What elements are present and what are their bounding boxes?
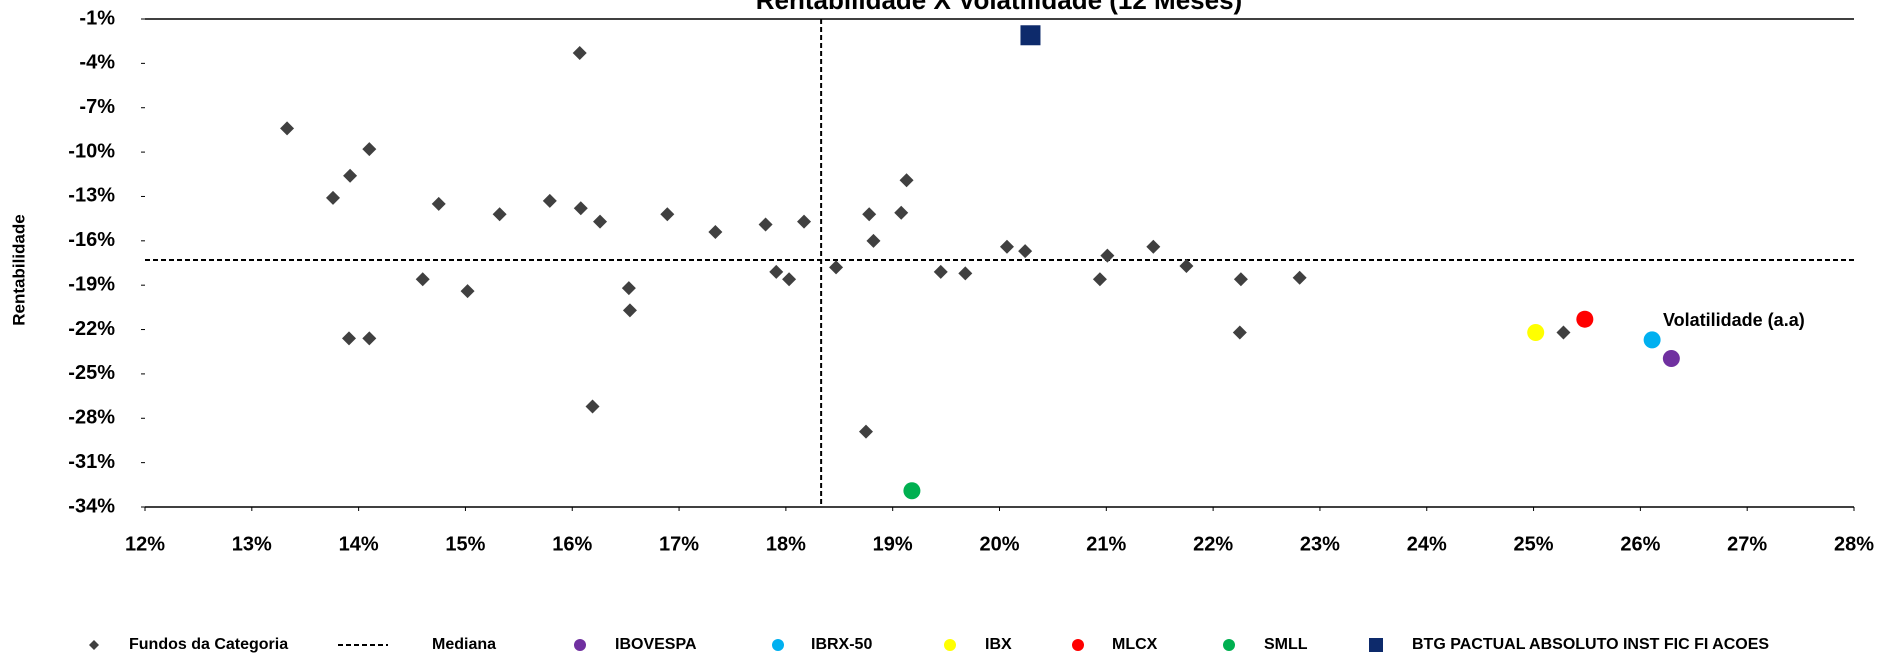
- point: [542, 193, 557, 208]
- legend-label: IBOVESPA: [615, 636, 697, 653]
- y-tick-label: -13%: [68, 185, 115, 207]
- point: [280, 121, 295, 136]
- x-tick-label: 24%: [1407, 533, 1447, 555]
- annotation: Volatilidade (a.a): [1663, 310, 1805, 330]
- x-tick-label: 22%: [1193, 533, 1233, 555]
- legend-label: MLCX: [1112, 636, 1158, 653]
- x-tick-label: 12%: [125, 533, 165, 555]
- point: [1232, 325, 1247, 340]
- x-tick-label: 20%: [979, 533, 1019, 555]
- point: [866, 233, 881, 248]
- legend-marker: [772, 639, 784, 651]
- x-tick-label: 13%: [232, 533, 272, 555]
- legend-label: Fundos da Categoria: [129, 636, 288, 653]
- x-tick-label: 26%: [1620, 533, 1660, 555]
- legend-marker: [1369, 638, 1383, 652]
- point: [782, 272, 797, 287]
- legend-label: IBX: [985, 636, 1012, 653]
- legend-marker: [1223, 639, 1235, 651]
- legend-label: IBRX-50: [811, 636, 872, 653]
- point: [1292, 270, 1307, 285]
- point: [1233, 272, 1248, 287]
- point: [1146, 239, 1161, 254]
- x-tick-label: 17%: [659, 533, 699, 555]
- legend-marker: [89, 640, 99, 650]
- legend-label: Mediana: [432, 636, 496, 653]
- point: [1179, 258, 1194, 273]
- point: [572, 46, 587, 61]
- point: [573, 201, 588, 216]
- y-axis-label: Rentabilidade: [9, 214, 28, 325]
- point: [593, 214, 608, 229]
- legend-marker: [1072, 639, 1084, 651]
- point: [1092, 272, 1107, 287]
- y-tick-label: -28%: [68, 407, 115, 429]
- point: [862, 207, 877, 222]
- point: [415, 272, 430, 287]
- x-tick-label: 19%: [873, 533, 913, 555]
- x-tick-label: 28%: [1834, 533, 1874, 555]
- x-tick-label: 16%: [552, 533, 592, 555]
- point: [958, 266, 973, 281]
- point: [325, 190, 340, 205]
- y-tick-label: -22%: [68, 318, 115, 340]
- legend-label: SMLL: [1264, 636, 1308, 653]
- point: [1020, 25, 1041, 46]
- point: [1527, 324, 1545, 342]
- point: [1018, 244, 1033, 259]
- x-tick-label: 15%: [445, 533, 485, 555]
- x-tick-label: 14%: [339, 533, 379, 555]
- x-tick-label: 18%: [766, 533, 806, 555]
- point: [362, 142, 377, 157]
- y-tick-label: -16%: [68, 229, 115, 251]
- legend-marker: [944, 639, 956, 651]
- point: [797, 214, 812, 229]
- point: [622, 303, 637, 318]
- point: [460, 284, 475, 299]
- y-tick-label: -25%: [68, 362, 115, 384]
- point: [621, 281, 636, 296]
- point: [342, 331, 357, 346]
- legend-label: BTG PACTUAL ABSOLUTO INST FIC FI ACOES: [1412, 636, 1769, 653]
- chart-title: Rentabilidade X Volatilidade (12 Meses): [756, 0, 1242, 15]
- point: [708, 224, 723, 239]
- y-tick-label: -10%: [68, 140, 115, 162]
- x-tick-label: 25%: [1514, 533, 1554, 555]
- legend-marker: [574, 639, 586, 651]
- point: [899, 173, 914, 188]
- point: [1100, 248, 1115, 263]
- point: [829, 260, 844, 275]
- point: [343, 168, 358, 183]
- y-tick-label: -31%: [68, 451, 115, 473]
- point: [858, 424, 873, 439]
- point: [362, 331, 377, 346]
- y-tick-label: -34%: [68, 495, 115, 517]
- x-tick-label: 23%: [1300, 533, 1340, 555]
- point: [1662, 350, 1680, 368]
- point: [999, 239, 1014, 254]
- point: [1643, 331, 1661, 349]
- point: [660, 207, 675, 222]
- point: [492, 207, 507, 222]
- y-tick-label: -19%: [68, 273, 115, 295]
- point: [769, 264, 784, 279]
- x-tick-label: 27%: [1727, 533, 1767, 555]
- y-tick-label: -7%: [79, 96, 115, 118]
- y-tick-label: -1%: [79, 7, 115, 29]
- point: [1576, 310, 1594, 328]
- point: [903, 482, 921, 500]
- point: [758, 217, 773, 232]
- point: [933, 264, 948, 279]
- point: [894, 205, 909, 220]
- point: [1556, 325, 1571, 340]
- y-tick-label: -4%: [79, 52, 115, 74]
- point: [431, 196, 446, 211]
- point: [585, 399, 600, 414]
- x-tick-label: 21%: [1086, 533, 1126, 555]
